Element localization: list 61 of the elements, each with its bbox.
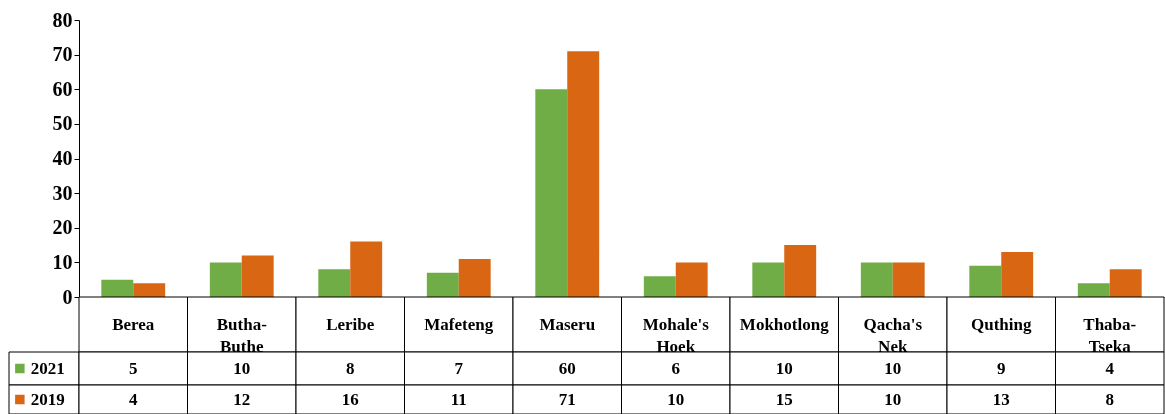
bar: [643, 276, 676, 297]
x-tick-label: Thaba-Tseka: [1083, 314, 1137, 356]
bar: [458, 258, 491, 297]
data-label: 10: [884, 358, 902, 378]
data-label: 11: [450, 389, 467, 409]
data-label: 12: [233, 389, 251, 409]
bar: [426, 272, 459, 297]
bar: [535, 89, 568, 297]
legend-label: 2019: [30, 389, 65, 409]
bar: [133, 283, 166, 297]
data-label: 10: [884, 389, 902, 409]
y-tick-label: 70: [52, 43, 73, 66]
bar: [1109, 269, 1142, 297]
bar: [892, 262, 925, 297]
x-tick-label: Quthing: [971, 314, 1032, 334]
bar: [350, 241, 383, 297]
y-tick-label: 50: [52, 112, 73, 135]
data-label: 5: [129, 358, 138, 378]
data-label: 15: [775, 389, 793, 409]
data-label: 60: [558, 358, 576, 378]
y-tick-label: 0: [62, 285, 73, 308]
x-tick-label: Mafeteng: [424, 314, 494, 334]
bar: [209, 262, 242, 297]
x-tick-label: Mohale's Hoek: [642, 314, 710, 356]
data-label: 13: [992, 389, 1010, 409]
bar: [567, 51, 600, 297]
data-label: 10: [233, 358, 251, 378]
x-tick-label: Maseru: [539, 314, 596, 334]
legend-label: 2021: [30, 358, 65, 378]
data-label: 6: [671, 358, 680, 378]
data-label: 10: [667, 389, 685, 409]
data-label: 16: [341, 389, 359, 409]
y-tick-label: 20: [52, 216, 73, 239]
data-label: 8: [346, 358, 355, 378]
x-tick-label: Leribe: [326, 314, 375, 334]
y-tick-label: 80: [52, 8, 73, 31]
data-label: 10: [775, 358, 793, 378]
bar: [752, 262, 785, 297]
bar: [318, 269, 351, 297]
data-label: 9: [997, 358, 1006, 378]
bar: [969, 265, 1002, 297]
data-label: 4: [1105, 358, 1115, 378]
y-tick-label: 10: [52, 250, 73, 273]
data-label: 7: [454, 358, 464, 378]
data-label: 4: [129, 389, 138, 409]
x-tick-label: Butha-Buthe: [216, 314, 268, 356]
y-tick-label: 40: [52, 147, 73, 169]
bar: [675, 262, 708, 297]
x-tick-label: Qacha's Nek: [863, 314, 923, 356]
y-tick-label: 60: [52, 77, 73, 100]
y-tick-label: 30: [52, 181, 73, 204]
bar: [1077, 283, 1110, 297]
x-tick-label: Berea: [112, 314, 155, 334]
data-label: 71: [558, 389, 576, 409]
data-label: 8: [1105, 389, 1114, 409]
bar: [241, 255, 274, 297]
bar: [784, 245, 817, 297]
x-tick-label: Mokhotlong: [739, 314, 830, 334]
bar: [101, 279, 134, 297]
bar: [1001, 251, 1034, 297]
bar: [860, 262, 893, 297]
